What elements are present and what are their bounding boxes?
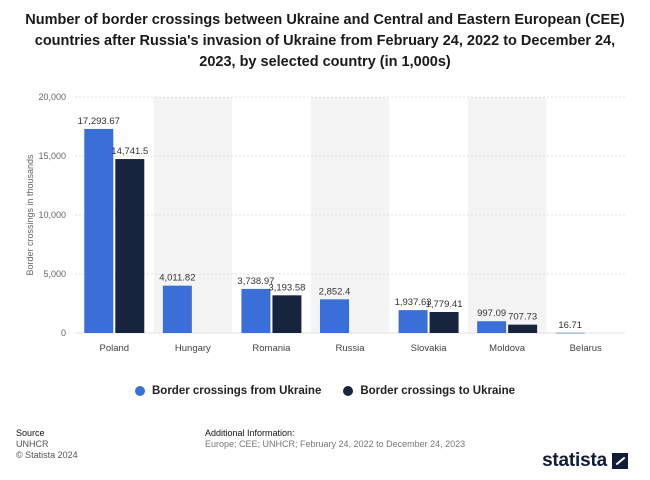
legend-item-to[interactable]: Border crossings to Ukraine bbox=[343, 385, 515, 397]
data-label: 707.73 bbox=[508, 312, 537, 323]
bar-to bbox=[115, 159, 145, 333]
chart-title: Number of border crossings between Ukrai… bbox=[25, 12, 625, 70]
x-tick-label: Poland bbox=[99, 343, 129, 354]
data-label: 2,852.4 bbox=[319, 286, 351, 297]
source-heading: Source bbox=[16, 428, 45, 438]
y-tick-label: 5,000 bbox=[43, 269, 66, 279]
legend-swatch-from bbox=[134, 386, 145, 396]
y-axis-title: Border crossings in thousands bbox=[25, 154, 35, 276]
bar-from bbox=[162, 285, 192, 333]
y-tick-label: 10,000 bbox=[38, 210, 66, 220]
source-line-2: © Statista 2024 bbox=[16, 450, 78, 460]
statista-logo[interactable]: statista bbox=[542, 450, 628, 472]
legend-label-from: Border crossings from Ukraine bbox=[151, 385, 322, 397]
data-label: 1,779.41 bbox=[426, 299, 463, 310]
legend-item-from[interactable]: Border crossings from Ukraine bbox=[134, 385, 322, 397]
x-tick-label: Hungary bbox=[175, 343, 211, 354]
x-tick-label: Slovakia bbox=[411, 343, 448, 354]
logo-text: statista bbox=[542, 450, 607, 471]
data-label: 3,193.58 bbox=[268, 282, 305, 293]
data-label: 997.09 bbox=[477, 308, 506, 319]
x-tick-label: Russia bbox=[335, 343, 365, 354]
bar-from bbox=[477, 321, 507, 333]
bar-from bbox=[398, 310, 428, 333]
y-tick-label: 15,000 bbox=[38, 151, 66, 161]
bar-to bbox=[429, 312, 459, 333]
logo-mark-icon bbox=[612, 453, 628, 469]
bar-from bbox=[241, 288, 271, 333]
y-tick-label: 20,000 bbox=[38, 92, 66, 102]
x-tick-label: Moldova bbox=[489, 343, 526, 354]
chart-legend: Border crossings from Ukraine Border cro… bbox=[0, 385, 650, 397]
data-label: 3,738.97 bbox=[237, 276, 274, 287]
additional-info-text: Europe; CEE; UNHCR; February 24, 2022 to… bbox=[205, 439, 466, 449]
bar-from bbox=[555, 332, 585, 334]
column-band bbox=[310, 97, 390, 333]
bar-to bbox=[272, 295, 302, 333]
y-tick-label: 0 bbox=[61, 328, 66, 338]
bar-from bbox=[320, 299, 349, 333]
source-line-1: UNHCR bbox=[16, 439, 49, 449]
legend-label-to: Border crossings to Ukraine bbox=[360, 385, 515, 397]
bar-to bbox=[508, 324, 538, 333]
legend-swatch-to bbox=[343, 386, 354, 396]
x-tick-label: Romania bbox=[252, 343, 291, 354]
x-tick-label: Belarus bbox=[570, 343, 602, 354]
data-label: 1,937.63 bbox=[395, 297, 432, 308]
source-block: Source UNHCR © Statista 2024 bbox=[16, 428, 78, 461]
bar-from bbox=[84, 128, 114, 333]
data-label: 14,741.5 bbox=[111, 146, 148, 157]
additional-info-heading[interactable]: Additional Information: bbox=[205, 428, 295, 438]
data-label: 4,011.82 bbox=[159, 273, 195, 284]
additional-info-block: Additional Information: Europe; CEE; UNH… bbox=[205, 428, 465, 450]
data-label: 16.71 bbox=[558, 320, 582, 331]
data-label: 17,293.67 bbox=[78, 116, 120, 127]
